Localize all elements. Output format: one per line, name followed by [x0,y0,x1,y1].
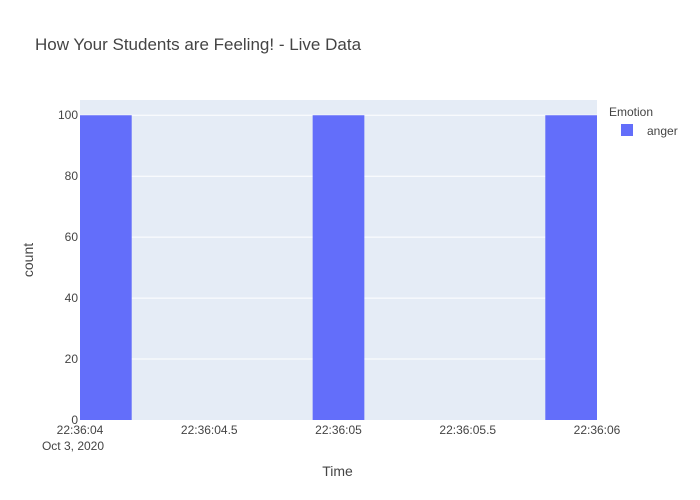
y-tick-label: 0 [71,413,78,427]
x-tick-label: 22:36:05 [315,423,362,437]
bar-anger [80,115,132,420]
legend-title: Emotion [609,105,653,119]
x-tick-label: 22:36:05.5 [439,423,496,437]
chart-title: How Your Students are Feeling! - Live Da… [35,35,362,54]
x-tick-label: 22:36:06 [574,423,621,437]
y-axis-title: count [20,243,36,277]
y-tick-label: 80 [65,169,79,183]
x-tick-label: 22:36:04.5 [181,423,238,437]
x-tick-label: 22:36:04 [57,423,104,437]
y-tick-label: 20 [65,352,79,366]
y-tick-label: 100 [58,108,78,122]
y-tick-label: 40 [65,291,79,305]
bar-anger [312,115,365,420]
bars [80,115,597,420]
y-axis-ticks: 0 20 40 60 80 100 [58,108,78,427]
y-tick-label: 60 [65,230,79,244]
x-axis-title: Time [322,463,353,479]
x-axis-ticks: 22:36:04 Oct 3, 2020 22:36:04.5 22:36:05 22:… [42,423,621,453]
legend-label-anger: anger [647,124,678,138]
bar-anger [545,115,597,420]
legend[interactable]: Emotion anger [609,105,678,138]
x-tick-sublabel: Oct 3, 2020 [42,439,104,453]
legend-swatch-anger [621,124,633,136]
